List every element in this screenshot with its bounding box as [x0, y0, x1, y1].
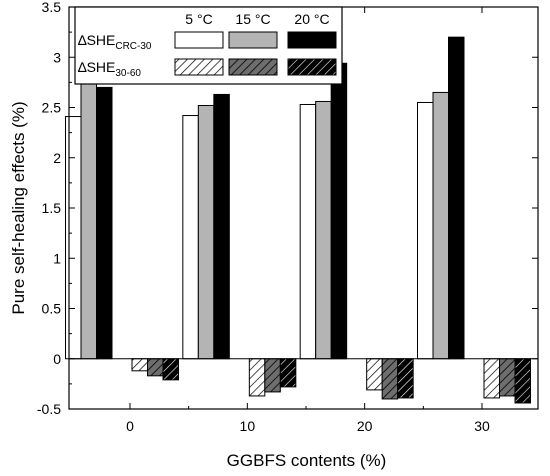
bar-30-60-20c-cat-0 [162, 358, 179, 381]
y-tick-label: -0.5 [37, 401, 61, 417]
bar-30-60-20c-cat-30 [514, 358, 531, 404]
legend-column-header: 20 °C [294, 11, 329, 27]
bar-30-60-5c-cat-20 [366, 358, 383, 391]
bar-crc-30-20c-cat-0 [96, 86, 113, 360]
bar-crc-30-5c-cat-0 [65, 116, 82, 360]
y-axis-title: Pure self-healing effects (%) [9, 101, 28, 314]
bar-30-60-5c-cat-30 [483, 358, 500, 399]
bar-30-60-15c-cat-20 [381, 358, 399, 400]
x-tick-label: 10 [240, 418, 256, 434]
bar-30-60-5c-cat-0 [131, 358, 148, 372]
y-tick-label: 2.5 [42, 100, 62, 116]
legend-swatch-crc-30-15c [228, 31, 278, 49]
bar-crc-30-5c-cat-20 [299, 103, 317, 360]
bar-30-60-20c-cat-10 [279, 358, 297, 388]
legend-swatch-crc-30-20c [287, 31, 337, 49]
legend-swatch-30-60-20c [287, 58, 337, 76]
y-tick-label: 1 [53, 250, 61, 266]
legend-column-header: 5 °C [185, 11, 212, 27]
y-tick-label: 3.5 [42, 0, 62, 15]
x-tick-label: 30 [474, 418, 490, 434]
legend-column-header: 15 °C [235, 11, 270, 27]
y-tick-label: 0.5 [42, 301, 62, 317]
bar-30-60-15c-cat-10 [264, 358, 281, 393]
bar-crc-30-15c-cat-20 [315, 100, 332, 360]
y-tick-label: 3 [53, 49, 61, 65]
bar-30-60-20c-cat-20 [397, 358, 414, 399]
y-tick-label: 1.5 [42, 200, 62, 216]
bar-30-60-5c-cat-10 [248, 358, 266, 397]
bar-crc-30-5c-cat-30 [417, 101, 434, 360]
bar-30-60-15c-cat-0 [147, 358, 164, 377]
legend-swatch-crc-30-5c [174, 31, 224, 49]
bar-crc-30-20c-cat-10 [213, 93, 230, 360]
x-tick-label: 20 [357, 418, 373, 434]
bars [65, 36, 531, 404]
bar-crc-30-15c-cat-0 [80, 81, 97, 360]
legend-swatch-30-60-15c [228, 58, 278, 76]
bar-crc-30-5c-cat-10 [182, 115, 199, 360]
bar-crc-30-20c-cat-20 [330, 62, 348, 360]
x-tick-label: 0 [126, 418, 134, 434]
legend-swatch-30-60-5c [174, 58, 224, 76]
bar-crc-30-15c-cat-30 [432, 91, 449, 360]
x-axis-title: GGBFS contents (%) [227, 451, 387, 470]
y-tick-label: 0 [53, 351, 61, 367]
legend: 5 °C 15 °C 20 °C∆SHECRC-30∆SHE30-60 [74, 6, 343, 85]
bar-crc-30-20c-cat-30 [448, 36, 465, 360]
bar-crc-30-15c-cat-10 [197, 104, 215, 360]
y-tick-label: 2 [53, 150, 61, 166]
bar-30-60-15c-cat-30 [499, 358, 516, 397]
